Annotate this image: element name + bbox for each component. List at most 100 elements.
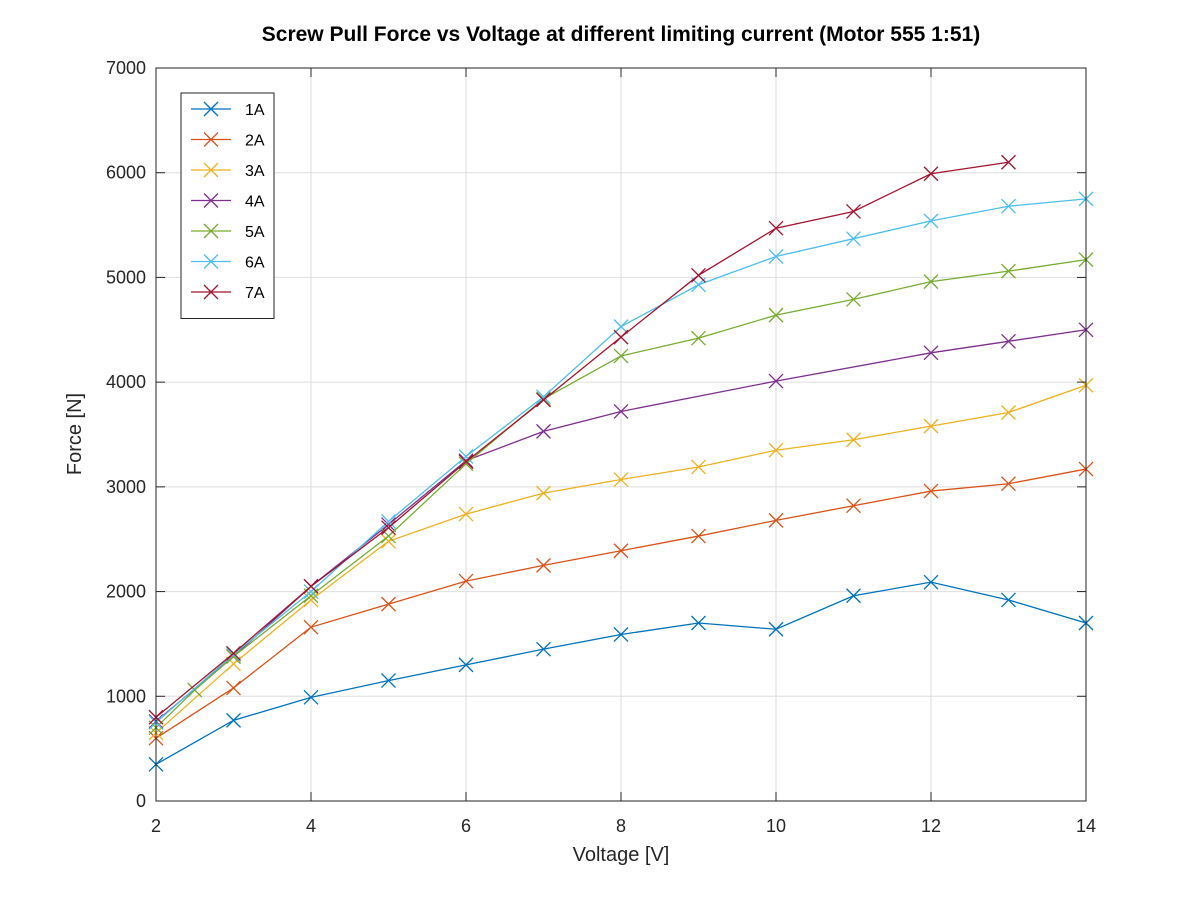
x-tick-label: 4 (306, 816, 316, 836)
data-point-marker (691, 459, 706, 475)
data-point-marker (303, 689, 319, 705)
data-point-marker (458, 456, 474, 472)
y-tick-label: 5000 (106, 267, 146, 287)
legend-item-3A: 3A (191, 162, 265, 180)
legend-marker (203, 223, 219, 239)
data-point-marker (303, 584, 319, 600)
y-tick-label: 2000 (106, 582, 146, 602)
data-point-marker (381, 673, 396, 689)
data-point-marker (458, 449, 474, 464)
data-point-marker (226, 712, 241, 728)
y-tick-label: 6000 (106, 163, 146, 183)
data-point-marker (1001, 154, 1016, 170)
series-1A (148, 574, 1094, 772)
data-point-marker (1001, 263, 1016, 279)
data-point-marker (846, 498, 861, 514)
series-line (155, 161, 1009, 718)
chart-title: Screw Pull Force vs Voltage at different… (262, 23, 980, 46)
data-point-marker (768, 442, 784, 458)
data-point-marker (613, 348, 629, 364)
data-point-marker (381, 520, 396, 536)
legend-item-1A: 1A (191, 101, 265, 119)
series-3A (148, 377, 1094, 741)
data-point-marker (923, 418, 939, 434)
legend-marker (203, 132, 219, 147)
data-point-marker (768, 621, 784, 637)
legend-item-5A: 5A (191, 223, 265, 241)
y-tick-label: 7000 (106, 58, 146, 78)
data-point-marker (923, 274, 939, 290)
data-point-marker (923, 345, 939, 361)
data-point-marker (691, 528, 706, 544)
y-tick-label: 1000 (106, 686, 146, 706)
legend-item-2A: 2A (191, 132, 265, 150)
data-point-marker (536, 485, 551, 501)
data-point-marker (536, 423, 551, 439)
x-tick-label: 14 (1076, 816, 1096, 836)
x-axis-label: Voltage [V] (573, 844, 670, 866)
data-point-marker (536, 392, 551, 408)
data-point-marker (923, 213, 939, 229)
data-point-marker (923, 574, 939, 590)
data-point-marker (536, 389, 551, 405)
data-point-marker (846, 231, 861, 247)
data-point-marker (458, 573, 474, 589)
data-point-marker (768, 307, 784, 323)
data-point-marker (613, 329, 629, 345)
legend-marker (203, 284, 219, 300)
data-point-marker (1001, 198, 1016, 214)
data-point-marker (226, 649, 241, 664)
legend-label: 3A (245, 163, 265, 180)
legend-label: 6A (245, 255, 265, 272)
data-point-marker (1001, 333, 1016, 349)
legend-label: 5A (245, 224, 265, 241)
data-point-marker (303, 578, 319, 594)
data-point-marker (536, 557, 551, 573)
legend-item-7A: 7A (191, 284, 265, 302)
y-tick-label: 4000 (106, 372, 146, 392)
data-point-marker (458, 657, 474, 673)
legend-box (180, 92, 275, 319)
data-point-marker (536, 641, 551, 657)
x-tick-label: 8 (616, 816, 626, 836)
data-point-marker (768, 512, 784, 528)
y-tick-label: 3000 (106, 477, 146, 497)
y-axis-ticks: 0 1000 2000 3000 4000 5000 6000 7000 (106, 58, 1086, 811)
data-point-marker (613, 319, 629, 335)
legend: 1A 2A 3A 4A 5A 6A 7A (180, 92, 275, 319)
x-tick-label: 12 (921, 816, 941, 836)
x-axis-ticks: 2 4 6 8 10 12 14 (151, 68, 1096, 836)
data-point-marker (226, 680, 241, 696)
x-tick-label: 2 (151, 816, 161, 836)
legend-marker (203, 254, 219, 269)
data-point-marker (691, 267, 706, 283)
data-point-marker (458, 454, 474, 470)
data-point-marker (768, 249, 784, 264)
data-point-marker (226, 645, 241, 661)
data-point-marker (613, 404, 629, 419)
data-point-marker (1001, 405, 1016, 420)
data-point-marker (691, 615, 706, 631)
data-point-marker (303, 619, 319, 635)
series-layer (148, 154, 1094, 772)
legend-label: 4A (245, 194, 265, 211)
y-gridlines (156, 172, 1086, 697)
data-point-marker (923, 166, 939, 182)
legend-marker (203, 162, 219, 178)
x-gridlines (310, 68, 932, 801)
data-point-marker (923, 483, 939, 499)
data-point-marker (381, 513, 396, 529)
data-point-marker (846, 291, 861, 307)
data-point-marker (458, 506, 474, 522)
data-point-marker (613, 627, 629, 642)
data-point-marker (187, 682, 203, 698)
data-point-marker (381, 596, 396, 612)
y-tick-label: 0 (136, 791, 146, 811)
data-point-marker (846, 432, 861, 448)
legend-label: 1A (245, 102, 265, 119)
data-point-marker (691, 330, 706, 346)
x-tick-label: 6 (461, 816, 471, 836)
data-point-marker (768, 373, 784, 389)
legend-item-4A: 4A (191, 193, 265, 211)
series-7A (148, 154, 1016, 725)
